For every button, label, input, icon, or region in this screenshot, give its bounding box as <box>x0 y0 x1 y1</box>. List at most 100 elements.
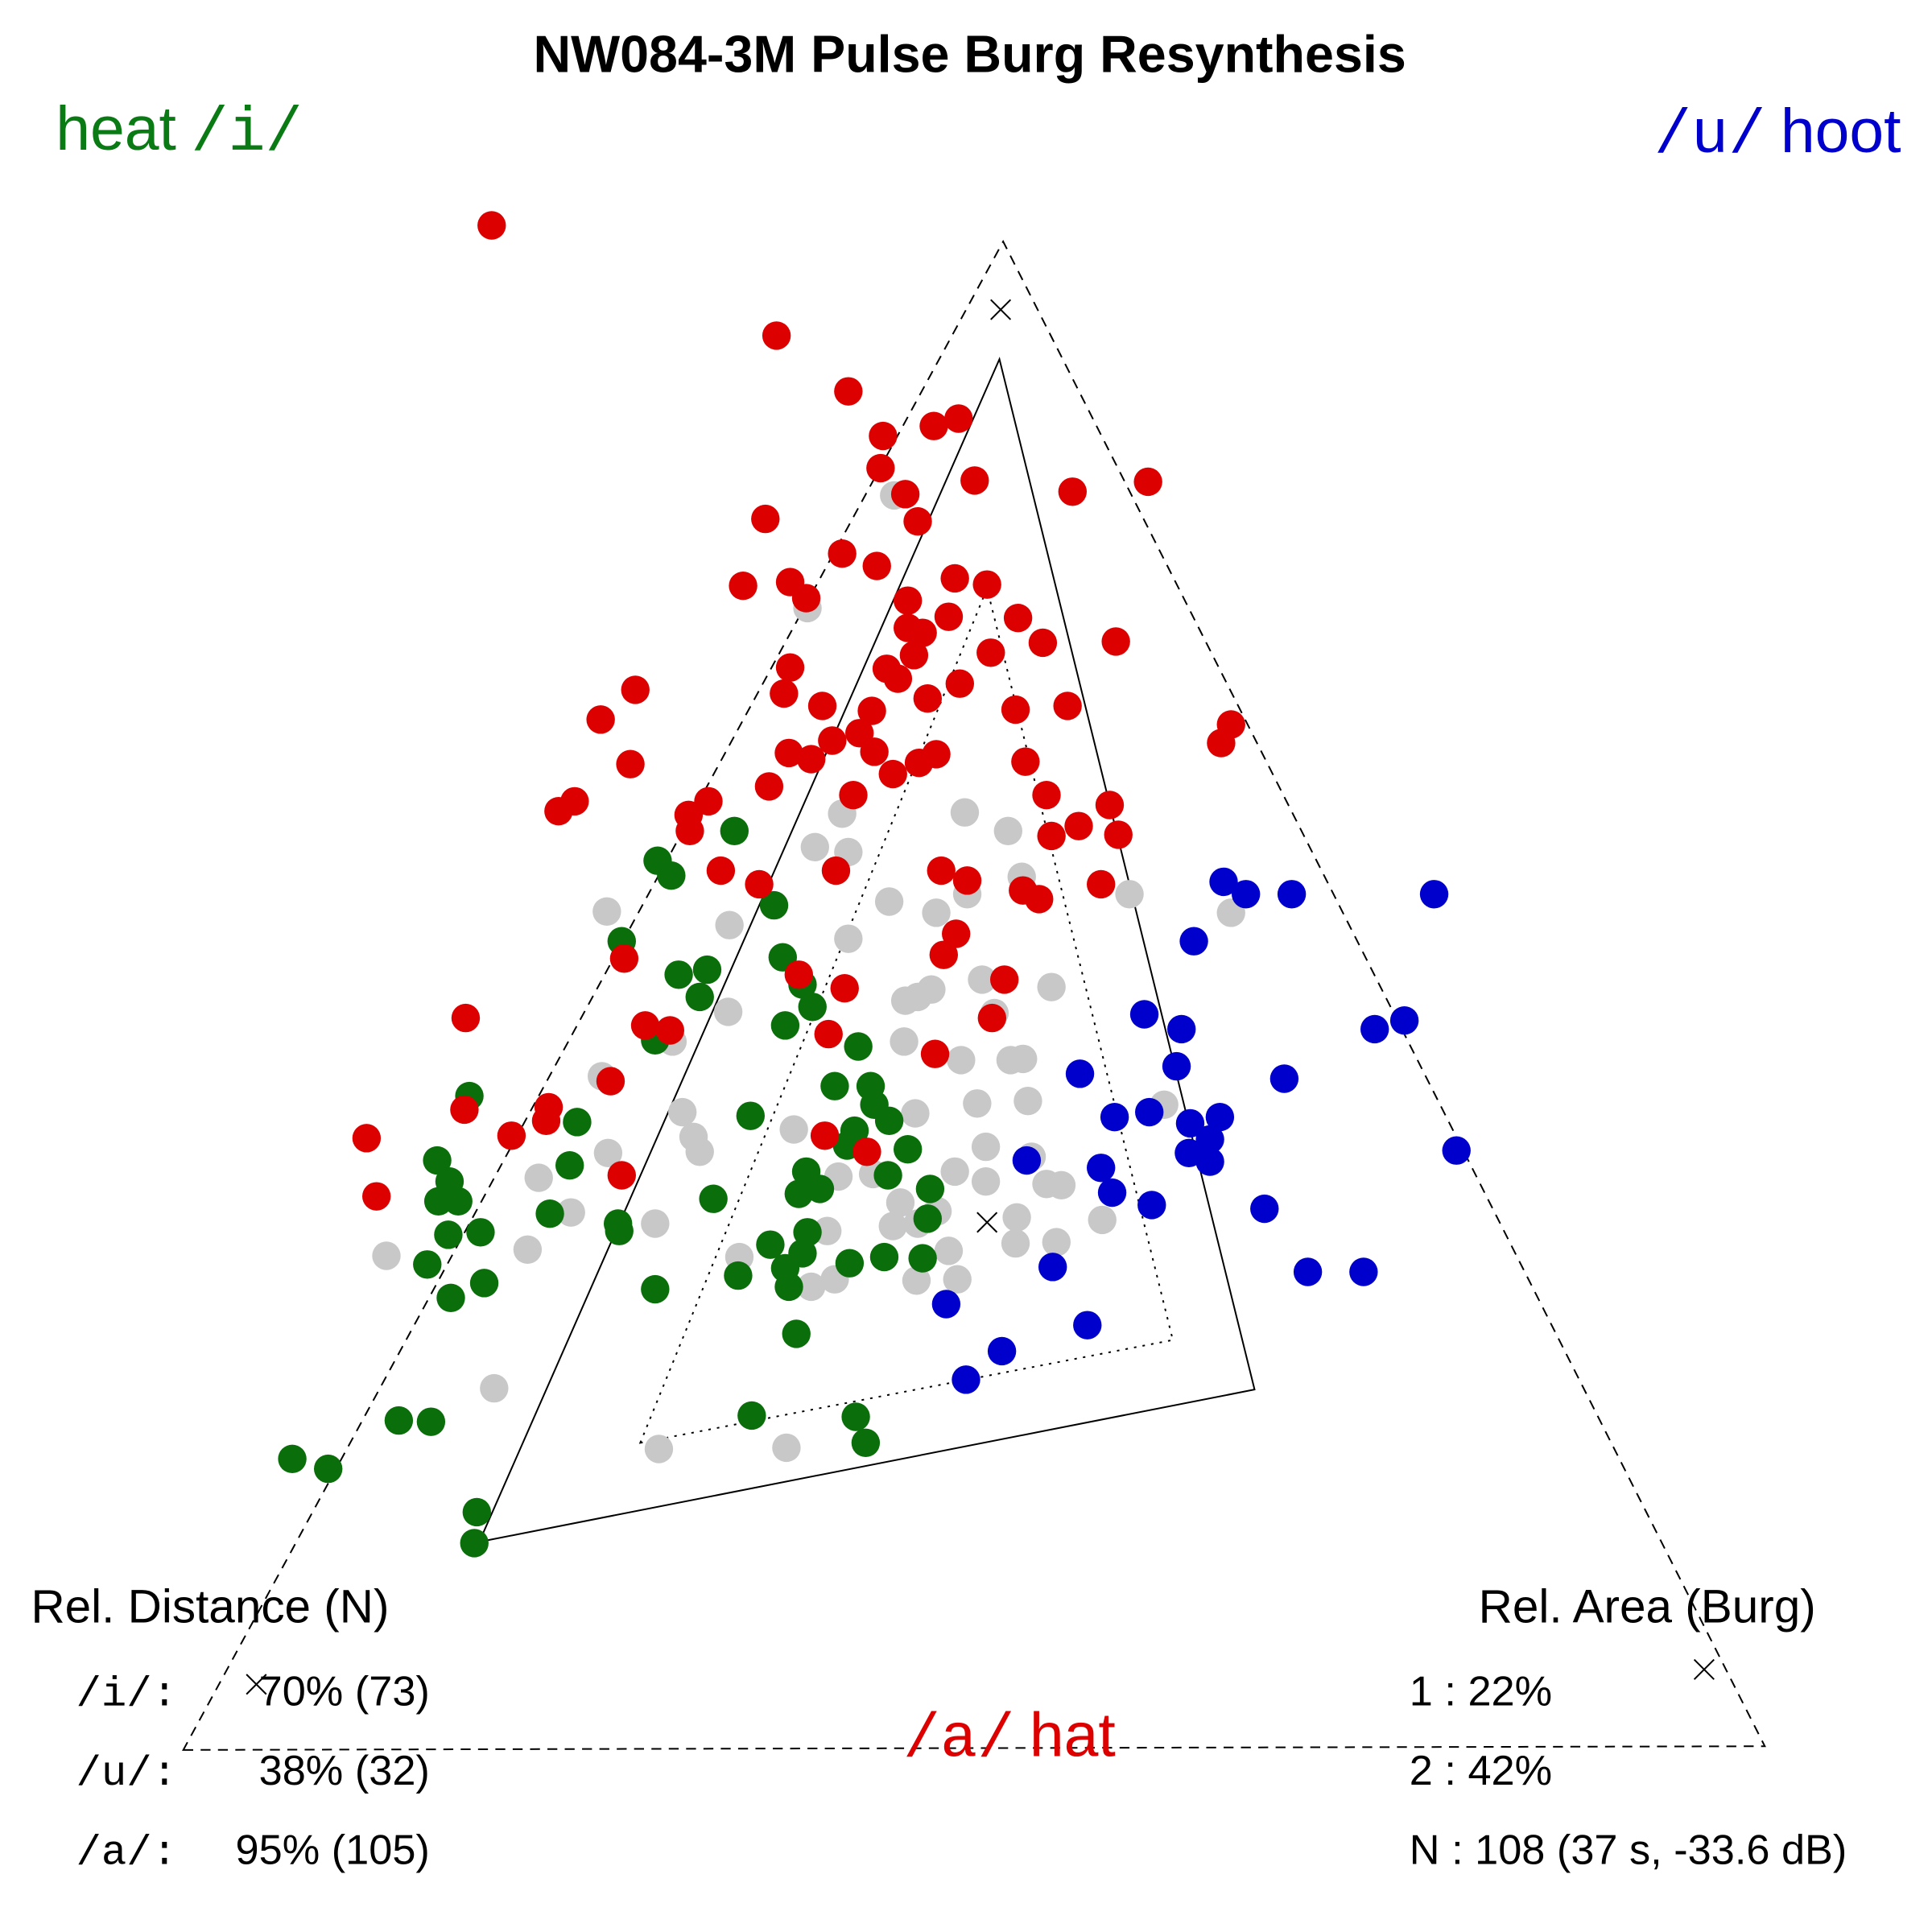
point <box>963 1089 992 1118</box>
area-row: 2 : 42% <box>1410 1748 1552 1794</box>
point <box>1195 1125 1224 1154</box>
point <box>756 1230 785 1259</box>
point <box>674 800 704 829</box>
point <box>950 798 980 827</box>
point <box>971 1167 1001 1196</box>
area-row: N : 108 (37 s, -33.6 dB) <box>1410 1827 1847 1873</box>
area-row: 1 : 22% <box>1410 1668 1552 1715</box>
point <box>668 1097 697 1127</box>
point <box>1167 1014 1196 1044</box>
point <box>745 869 774 899</box>
point <box>497 1121 526 1150</box>
point <box>1179 927 1208 956</box>
point <box>977 1003 1006 1033</box>
point <box>314 1454 343 1484</box>
point <box>1087 869 1116 899</box>
point <box>894 1135 923 1164</box>
vowel-word: heat <box>56 94 176 163</box>
point <box>1135 1097 1164 1127</box>
point <box>466 1218 495 1247</box>
point <box>759 890 789 920</box>
point <box>800 832 829 861</box>
point <box>641 1209 670 1238</box>
point <box>560 786 589 816</box>
point <box>834 924 863 953</box>
point <box>908 618 937 647</box>
point <box>862 551 891 580</box>
point <box>830 974 859 1003</box>
point <box>685 982 714 1012</box>
point <box>1011 747 1040 776</box>
point <box>1003 604 1033 633</box>
point <box>993 816 1022 845</box>
point <box>971 1132 1001 1162</box>
point <box>596 1067 625 1096</box>
point <box>593 1138 623 1167</box>
point <box>435 1167 464 1196</box>
distance-value: 70% (73) <box>259 1668 430 1715</box>
vowel-label: /u/hoot <box>1654 97 1901 172</box>
point <box>860 737 889 766</box>
point <box>942 919 971 948</box>
point <box>1037 821 1066 851</box>
distance-label: /i/: <box>76 1670 177 1718</box>
point <box>857 696 886 725</box>
point <box>878 759 907 789</box>
point <box>586 705 615 734</box>
vowel-word: hat <box>1030 1701 1116 1770</box>
point <box>1209 867 1238 897</box>
point <box>874 887 904 916</box>
point <box>372 1241 401 1270</box>
distance-title: Rel. Distance (N) <box>31 1580 389 1633</box>
point <box>869 1242 899 1272</box>
point <box>915 1174 945 1203</box>
point <box>852 1137 881 1166</box>
point <box>821 856 851 886</box>
point <box>919 411 948 440</box>
point <box>1129 1000 1159 1029</box>
point <box>720 816 749 845</box>
point <box>807 691 837 720</box>
point <box>679 1122 708 1151</box>
point <box>762 321 791 350</box>
point <box>1277 880 1307 909</box>
point <box>922 740 951 769</box>
point <box>990 965 1019 994</box>
point <box>1028 628 1058 658</box>
point <box>1042 1228 1071 1257</box>
point <box>1032 781 1061 810</box>
point <box>1025 885 1054 914</box>
area-title: Rel. Area (Burg) <box>1479 1580 1816 1633</box>
vowel-label: heat/i/ <box>56 94 303 169</box>
point <box>920 1039 950 1068</box>
point <box>1389 1006 1419 1035</box>
point <box>664 960 693 989</box>
point <box>940 564 969 593</box>
point <box>1175 1108 1205 1138</box>
point <box>828 539 857 568</box>
vowel-triangle <box>477 357 1256 1543</box>
point <box>934 1236 964 1265</box>
point <box>1349 1257 1378 1286</box>
point <box>1012 1146 1042 1175</box>
point <box>839 781 868 810</box>
point <box>641 1274 670 1304</box>
point <box>840 1116 869 1146</box>
distance-label: /u/: <box>76 1749 177 1798</box>
center-marker <box>976 1212 998 1233</box>
point <box>1216 710 1245 739</box>
point <box>775 653 805 682</box>
point <box>1205 1103 1235 1132</box>
point <box>1101 627 1130 656</box>
point <box>899 641 929 670</box>
point <box>706 856 736 886</box>
point <box>917 975 946 1004</box>
point <box>1046 1170 1076 1199</box>
point <box>416 1407 446 1436</box>
point <box>480 1373 509 1403</box>
center-marker <box>246 1674 267 1695</box>
point <box>770 679 799 708</box>
point <box>908 1244 937 1273</box>
